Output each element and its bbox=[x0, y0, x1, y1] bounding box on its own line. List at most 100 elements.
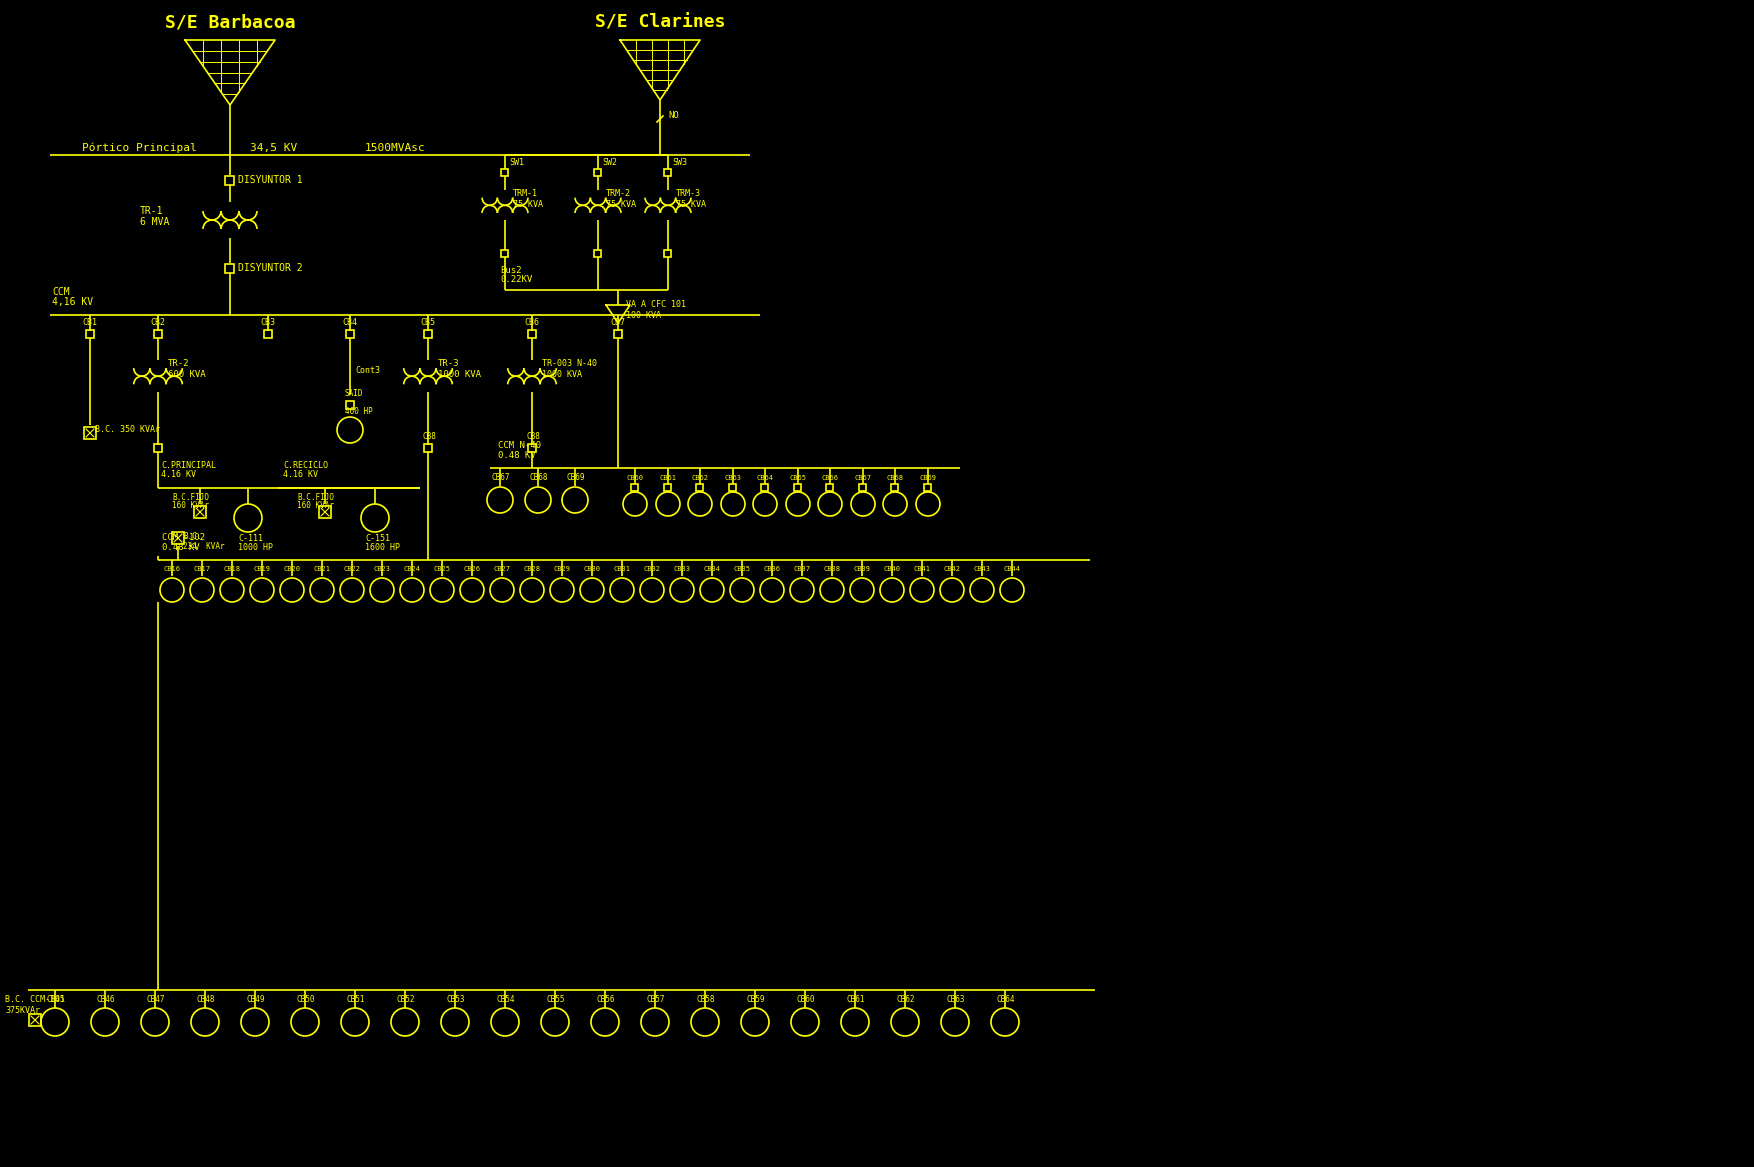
Text: CB61: CB61 bbox=[847, 995, 865, 1004]
Text: CB47: CB47 bbox=[147, 995, 165, 1004]
Text: CB58: CB58 bbox=[696, 995, 716, 1004]
Text: CB21: CB21 bbox=[314, 566, 332, 572]
Text: CB63: CB63 bbox=[724, 475, 742, 481]
Text: NO: NO bbox=[668, 111, 679, 119]
Text: CB67: CB67 bbox=[854, 475, 872, 481]
Text: CB7: CB7 bbox=[610, 317, 624, 327]
Text: CB20: CB20 bbox=[284, 566, 302, 572]
Text: CB30: CB30 bbox=[584, 566, 602, 572]
Bar bbox=[195, 506, 205, 518]
Bar bbox=[665, 250, 672, 257]
Text: 460 HP: 460 HP bbox=[346, 407, 374, 415]
Text: C-111: C-111 bbox=[239, 534, 263, 543]
Text: DISYUNTOR 1: DISYUNTOR 1 bbox=[239, 175, 303, 186]
Text: TR-003 N-40: TR-003 N-40 bbox=[542, 358, 596, 368]
Text: CB41: CB41 bbox=[914, 566, 931, 572]
Bar bbox=[424, 330, 431, 338]
Text: SW2: SW2 bbox=[602, 158, 617, 167]
Text: DISYUNTOR 2: DISYUNTOR 2 bbox=[239, 263, 303, 273]
Bar bbox=[614, 330, 623, 338]
Bar bbox=[265, 330, 272, 338]
Text: CB39: CB39 bbox=[854, 566, 872, 572]
Text: CB68: CB68 bbox=[530, 473, 549, 482]
Text: CB16: CB16 bbox=[165, 566, 181, 572]
Text: CB69: CB69 bbox=[567, 473, 586, 482]
Text: CCM: CCM bbox=[53, 287, 70, 296]
Text: CB8: CB8 bbox=[526, 432, 540, 441]
Text: CB53: CB53 bbox=[447, 995, 465, 1004]
Text: CCM -102: CCM -102 bbox=[161, 533, 205, 541]
Text: 75 KVA: 75 KVA bbox=[605, 200, 637, 209]
Bar bbox=[226, 264, 235, 273]
Text: CB69: CB69 bbox=[921, 475, 937, 481]
Text: 1600 HP: 1600 HP bbox=[365, 543, 400, 552]
Text: CB22: CB22 bbox=[344, 566, 361, 572]
Text: CB32: CB32 bbox=[644, 566, 661, 572]
Bar bbox=[859, 483, 866, 490]
Text: CB29: CB29 bbox=[554, 566, 572, 572]
Text: 75 KVA: 75 KVA bbox=[512, 200, 544, 209]
Text: CB27: CB27 bbox=[495, 566, 510, 572]
Text: CB56: CB56 bbox=[596, 995, 616, 1004]
Text: SW1: SW1 bbox=[509, 158, 524, 167]
Text: CB62: CB62 bbox=[693, 475, 709, 481]
Text: CB36: CB36 bbox=[765, 566, 781, 572]
Text: 4,16 KV: 4,16 KV bbox=[53, 296, 93, 307]
Text: TRM-2: TRM-2 bbox=[605, 189, 631, 197]
Text: CB49: CB49 bbox=[247, 995, 265, 1004]
Text: C.PRINCIPAL: C.PRINCIPAL bbox=[161, 461, 216, 470]
Text: VA A CFC 101: VA A CFC 101 bbox=[626, 300, 686, 308]
Text: CB42: CB42 bbox=[944, 566, 961, 572]
Text: B.C. CCM-101: B.C. CCM-101 bbox=[5, 995, 65, 1004]
Text: TR-2: TR-2 bbox=[168, 358, 189, 368]
Text: SW3: SW3 bbox=[672, 158, 688, 167]
Text: CB6: CB6 bbox=[524, 317, 538, 327]
Text: B.C.: B.C. bbox=[182, 531, 202, 540]
Bar bbox=[30, 1014, 40, 1026]
Text: CB50: CB50 bbox=[296, 995, 316, 1004]
Text: CB23: CB23 bbox=[374, 566, 391, 572]
Text: 34,5 KV: 34,5 KV bbox=[251, 144, 296, 153]
Bar bbox=[730, 483, 737, 490]
Bar bbox=[696, 483, 703, 490]
Text: CB5: CB5 bbox=[419, 317, 435, 327]
Text: S/E Clarines: S/E Clarines bbox=[595, 13, 724, 32]
Text: CB57: CB57 bbox=[647, 995, 665, 1004]
Text: CB4: CB4 bbox=[342, 317, 358, 327]
Text: CB62: CB62 bbox=[896, 995, 916, 1004]
Text: 600 KVA: 600 KVA bbox=[168, 370, 205, 378]
Text: CB54: CB54 bbox=[496, 995, 516, 1004]
Text: 234  KVAr: 234 KVAr bbox=[182, 541, 225, 551]
Text: 1000 KVA: 1000 KVA bbox=[438, 370, 481, 378]
Text: 160 KVAr: 160 KVAr bbox=[172, 501, 209, 510]
Text: CB63: CB63 bbox=[947, 995, 965, 1004]
Bar bbox=[924, 483, 931, 490]
Text: 75 KVA: 75 KVA bbox=[675, 200, 707, 209]
Text: S/E Barbacoa: S/E Barbacoa bbox=[165, 13, 295, 32]
Text: CB61: CB61 bbox=[660, 475, 677, 481]
Text: B.C.FIJO: B.C.FIJO bbox=[172, 492, 209, 502]
Text: CB40: CB40 bbox=[884, 566, 902, 572]
Bar bbox=[86, 330, 95, 338]
Text: CB37: CB37 bbox=[795, 566, 810, 572]
Text: CB26: CB26 bbox=[465, 566, 481, 572]
Text: CB43: CB43 bbox=[973, 566, 991, 572]
Bar bbox=[528, 330, 537, 338]
Text: CB35: CB35 bbox=[733, 566, 751, 572]
Text: TR-1: TR-1 bbox=[140, 207, 163, 216]
Text: CB2: CB2 bbox=[151, 317, 165, 327]
Text: CB60: CB60 bbox=[626, 475, 644, 481]
Text: CB66: CB66 bbox=[823, 475, 838, 481]
Text: 0.48 KV: 0.48 KV bbox=[161, 543, 200, 552]
Text: Pórtico Principal: Pórtico Principal bbox=[82, 142, 196, 153]
Text: Bus2: Bus2 bbox=[500, 266, 521, 275]
Text: CB60: CB60 bbox=[796, 995, 816, 1004]
Text: CB45: CB45 bbox=[47, 995, 65, 1004]
Bar bbox=[761, 483, 768, 490]
Text: Cont3: Cont3 bbox=[354, 365, 381, 375]
Text: 4.16 KV: 4.16 KV bbox=[282, 470, 317, 478]
Bar bbox=[502, 168, 509, 175]
Text: CB44: CB44 bbox=[1003, 566, 1021, 572]
Text: CB8: CB8 bbox=[423, 432, 437, 441]
Text: CB48: CB48 bbox=[196, 995, 216, 1004]
